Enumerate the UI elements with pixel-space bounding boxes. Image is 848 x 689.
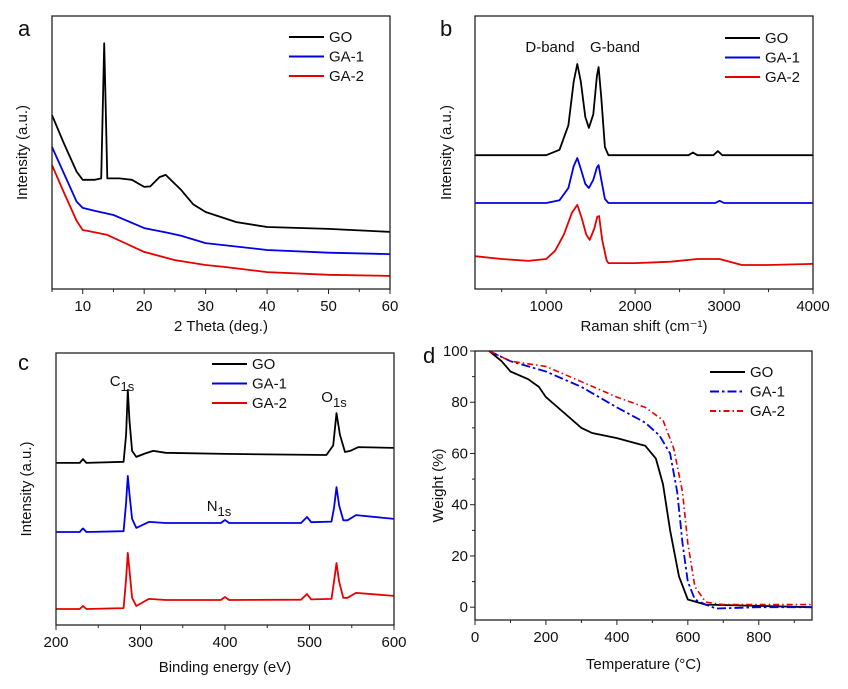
x-axis-label: 2 Theta (deg.) (174, 318, 268, 335)
peak-annotation: D-band (525, 39, 574, 56)
x-tick-label: 60 (382, 298, 399, 315)
y-tick-label: 40 (451, 497, 468, 514)
annotation-subscript: 1s (121, 379, 135, 394)
legend: GO GA-1 GA-2 (710, 364, 785, 420)
legend-label: GA-1 (765, 50, 800, 67)
x-axis-label: Binding energy (eV) (159, 659, 292, 676)
peak-annotation: O1s (321, 389, 347, 410)
panel-d: 0 200 400 600 800 0 20 40 60 80 100 Temperature (°C… (430, 343, 813, 673)
plot-frame (474, 350, 813, 621)
annotation-text: D-band (525, 39, 574, 56)
series-line-ga-2 (474, 204, 814, 266)
legend-label: GO (750, 364, 773, 381)
series-line-go (475, 63, 813, 157)
x-tick-label: 600 (675, 629, 700, 646)
x-tick-label: 20 (136, 298, 153, 315)
x-tick-label: 4000 (796, 298, 829, 315)
panel-b: 1000 2000 3000 4000 Raman shift (cm⁻¹) Intens… (438, 15, 830, 335)
peak-annotation: N1s (207, 498, 232, 519)
legend-label: GA-2 (765, 69, 800, 86)
legend-label: GO (329, 29, 352, 46)
legend: GO GA-1 GA-2 (725, 30, 800, 86)
legend-label: GO (765, 30, 788, 47)
annotation-subscript: 1s (218, 504, 232, 519)
y-tick-label: 20 (451, 548, 468, 565)
x-axis-label: Raman shift (cm⁻¹) (580, 318, 707, 335)
x-tick-label: 200 (533, 629, 558, 646)
x-tick-label: 3000 (707, 298, 740, 315)
plot-frame (51, 15, 391, 290)
x-tick-label: 10 (74, 298, 91, 315)
x-axis-label: Temperature (°C) (586, 656, 701, 673)
y-tick-label: 80 (451, 394, 468, 411)
panel-a: 10 20 30 40 50 60 2 Theta (deg.) Intensity (a.u… (14, 15, 399, 335)
x-tick-label: 40 (259, 298, 276, 315)
legend: GO GA-1 GA-2 (212, 356, 287, 412)
x-tick-label: 400 (212, 634, 237, 651)
series-line-go (51, 42, 391, 233)
legend-label: GO (252, 356, 275, 373)
x-tick-label: 800 (746, 629, 771, 646)
series-line-ga-2 (56, 552, 395, 610)
legend-label: GA-2 (329, 68, 364, 85)
y-axis-label: Intensity (a.u.) (14, 105, 31, 200)
legend-label: GA-1 (750, 384, 785, 401)
panel-label-b: b (440, 16, 452, 41)
series-line-ga-1 (56, 475, 395, 533)
y-tick-label: 0 (460, 599, 468, 616)
panel-label-a: a (18, 16, 31, 41)
panel-c: 200 300 400 500 600 Binding energy (eV) Intens… (18, 352, 407, 676)
series-line-ga-1 (488, 350, 812, 610)
x-tick-label: 1000 (529, 298, 562, 315)
annotation-text: G-band (590, 39, 640, 56)
x-tick-label: 300 (128, 634, 153, 651)
series-line-ga-2 (51, 164, 391, 277)
legend-label: GA-1 (329, 49, 364, 66)
legend-label: GA-2 (252, 395, 287, 412)
plot-frame (55, 352, 395, 626)
plot-frame (474, 15, 814, 290)
legend-label: GA-2 (750, 403, 785, 420)
y-axis-label: Intensity (a.u.) (18, 441, 35, 536)
panel-label-d: d (423, 343, 435, 368)
peak-annotation: G-band (590, 39, 640, 56)
y-tick-label: 60 (451, 445, 468, 462)
x-tick-label: 200 (43, 634, 68, 651)
annotation-text: C (110, 373, 121, 390)
y-tick-label: 100 (443, 343, 468, 360)
x-tick-label: 30 (197, 298, 214, 315)
series-line-go (488, 350, 813, 609)
series-line-ga-2 (488, 350, 812, 606)
annotation-subscript: 1s (333, 395, 347, 410)
series-line-ga-1 (51, 146, 391, 255)
x-tick-label: 2000 (618, 298, 651, 315)
panel-label-c: c (18, 350, 29, 375)
y-axis-label: Weight (%) (430, 449, 447, 523)
x-tick-label: 500 (297, 634, 322, 651)
x-tick-label: 0 (471, 629, 479, 646)
annotation-text: N (207, 498, 218, 515)
legend: GO GA-1 GA-2 (289, 29, 364, 85)
series-line-ga-1 (475, 157, 813, 204)
annotation-text: O (321, 389, 333, 406)
series-line-go (56, 389, 395, 464)
legend-label: GA-1 (252, 376, 287, 393)
peak-annotation: C1s (110, 373, 135, 394)
y-axis-label: Intensity (a.u.) (438, 105, 455, 200)
x-tick-label: 50 (320, 298, 337, 315)
x-tick-label: 600 (381, 634, 406, 651)
x-tick-label: 400 (604, 629, 629, 646)
